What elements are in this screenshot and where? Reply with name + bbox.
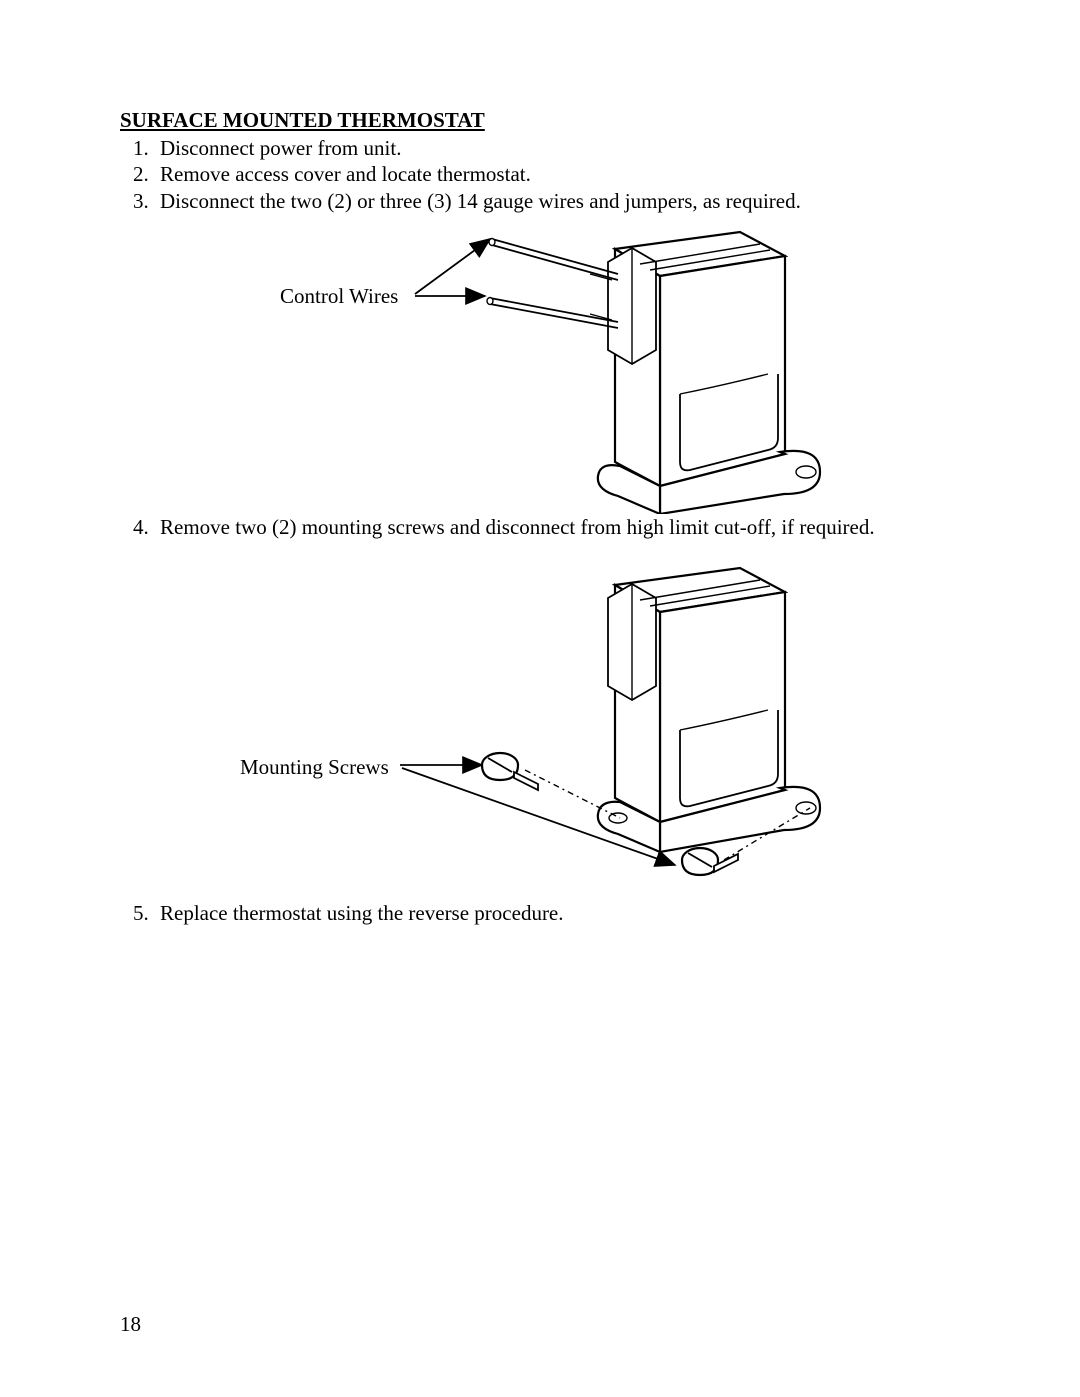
page: SURFACE MOUNTED THERMOSTAT Disconnect po…	[0, 0, 1080, 1397]
step-4: Remove two (2) mounting screws and disco…	[154, 514, 960, 540]
step-1: Disconnect power from unit.	[154, 135, 960, 161]
thermostat-diagram-screws-icon	[120, 540, 960, 900]
thermostat-diagram-wires-icon	[120, 214, 960, 514]
callout-mounting-screws: Mounting Screws	[240, 755, 389, 780]
figure-mounting-screws: Mounting Screws	[120, 540, 960, 900]
section-heading: SURFACE MOUNTED THERMOSTAT	[120, 108, 960, 133]
steps-list-bottom: Replace thermostat using the reverse pro…	[154, 900, 960, 926]
steps-list-mid: Remove two (2) mounting screws and disco…	[154, 514, 960, 540]
callout-control-wires: Control Wires	[280, 284, 398, 309]
step-5: Replace thermostat using the reverse pro…	[154, 900, 960, 926]
step-3: Disconnect the two (2) or three (3) 14 g…	[154, 188, 960, 214]
page-number: 18	[120, 1312, 141, 1337]
figure-control-wires: Control Wires	[120, 214, 960, 514]
steps-list-top: Disconnect power from unit. Remove acces…	[154, 135, 960, 214]
step-2: Remove access cover and locate thermosta…	[154, 161, 960, 187]
